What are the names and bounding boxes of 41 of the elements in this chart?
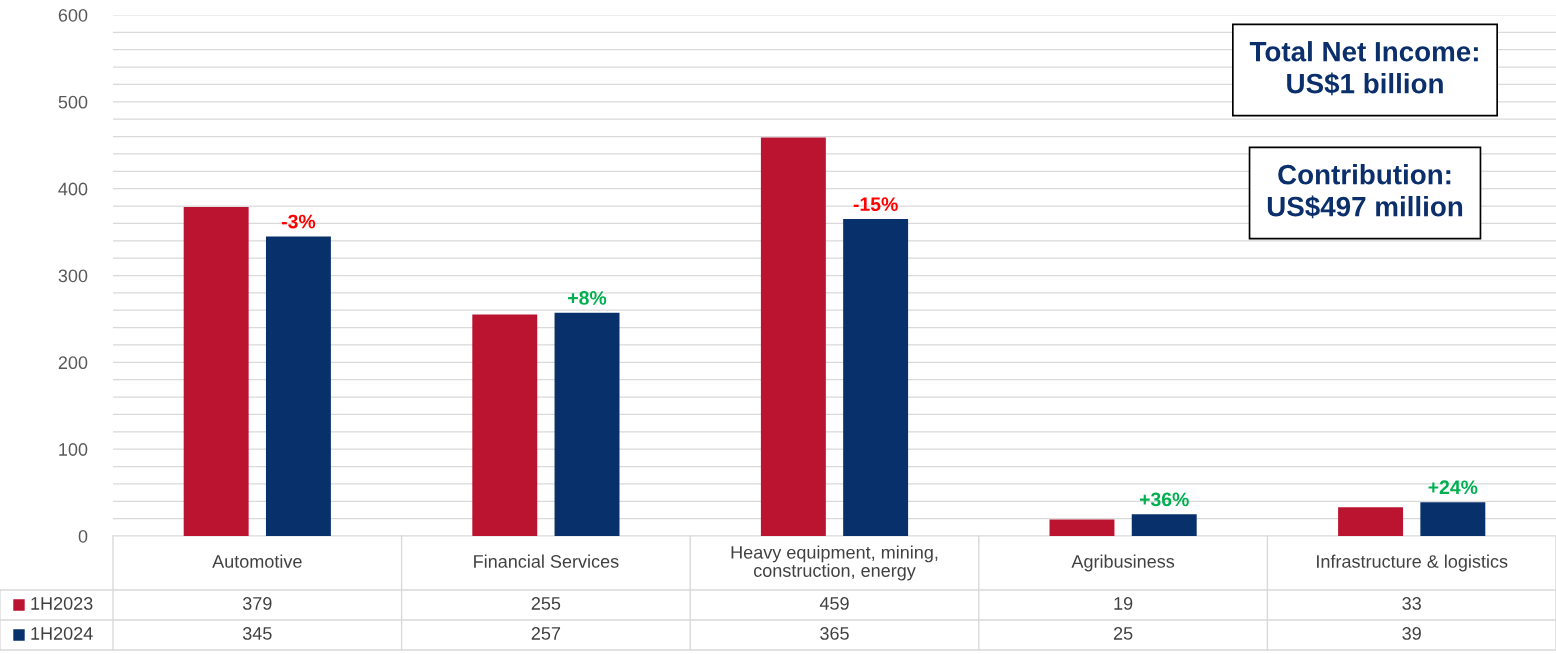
bar: [1049, 519, 1115, 536]
bar: [843, 219, 909, 536]
x-tick-label: Financial Services: [474, 554, 619, 568]
bar: [1338, 507, 1404, 536]
x-tick-label: Heavy equipment, mining, construction, energy: [731, 545, 938, 581]
y-tick-label: 200: [58, 356, 88, 370]
annotation: Contribution: US$497 million: [1267, 164, 1463, 219]
x-tick-label: Automotive: [212, 554, 302, 568]
data-label: 459: [819, 597, 849, 610]
annotation: -3%: [281, 214, 316, 229]
bar: [265, 236, 331, 536]
x-tick-label: Agribusiness: [1071, 554, 1175, 572]
annotation: +8%: [568, 291, 607, 305]
bar: [183, 206, 249, 536]
data-label: 39: [1402, 627, 1421, 640]
data-label: 345: [242, 627, 272, 640]
legend-label: 1H2024: [31, 627, 93, 640]
annotation: -15%: [853, 197, 898, 212]
data-label: 25: [1113, 627, 1133, 640]
y-tick-label: 500: [58, 95, 88, 109]
data-label: 33: [1402, 597, 1421, 610]
bar: [1131, 514, 1197, 536]
y-tick-label: 0: [78, 529, 88, 543]
bar: [760, 137, 826, 536]
x-tick-label: Infrastructure & logistics: [1317, 554, 1508, 572]
bar: [472, 314, 538, 536]
data-label: 257: [531, 627, 561, 640]
y-tick-label: 600: [58, 8, 88, 22]
data-label: 379: [242, 597, 272, 610]
annotation: Total Net Income: US$1 billion: [1249, 41, 1478, 96]
data-label: 19: [1114, 597, 1133, 610]
y-tick-label: 300: [58, 269, 88, 283]
annotation: +24%: [1428, 480, 1478, 495]
data-label: 365: [820, 627, 849, 640]
y-tick-label: 400: [58, 182, 88, 196]
data-label: 255: [531, 597, 561, 610]
bar: [1420, 502, 1486, 536]
bar: [554, 312, 620, 536]
y-tick-label: 100: [59, 443, 88, 456]
legend-label: 1H2023: [31, 597, 93, 610]
annotation: +36%: [1139, 492, 1189, 507]
